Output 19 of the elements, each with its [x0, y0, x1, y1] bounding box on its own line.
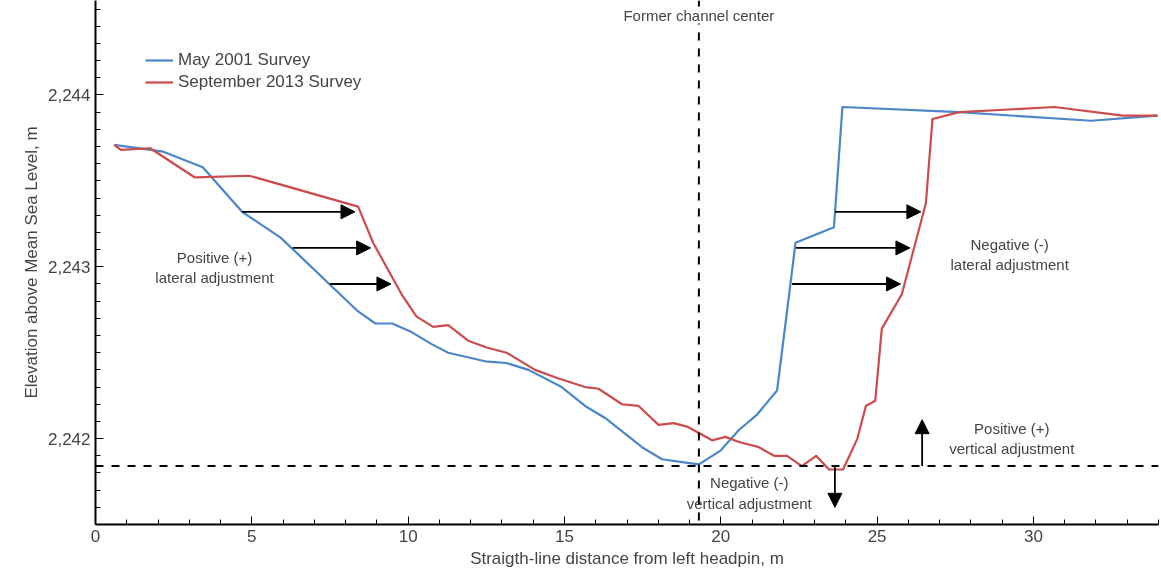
x-tick-label: 20	[711, 526, 731, 546]
annotation: Negative (-) vertical adjustment	[686, 474, 813, 512]
y-tick-label: 2,242	[47, 429, 91, 449]
x-tick-label: 25	[867, 526, 887, 546]
legend-label: May 2001 Survey	[178, 50, 311, 70]
legend-label: September 2013 Survey	[178, 72, 362, 92]
y-tick-label: 2,244	[47, 85, 91, 105]
ref-line-label: Former channel center	[623, 6, 775, 24]
annotation: Positive (+) lateral adjustment	[155, 249, 275, 287]
y-tick-label: 2,243	[47, 257, 91, 277]
annotation: Negative (-) lateral adjustment	[950, 235, 1070, 274]
x-tick-label: 15	[555, 526, 574, 546]
x-tick-label: 30	[1023, 526, 1043, 546]
x-tick-label: 10	[398, 526, 418, 546]
x-axis-title: Straigth-line distance from left headpin, m	[470, 548, 784, 568]
y-axis-title: Elevation above Mean Sea Level, m	[21, 126, 41, 399]
x-tick-label: 5	[247, 526, 257, 546]
x-tick-label: 0	[90, 526, 101, 546]
annotation: Positive (+) vertical adjustment	[949, 419, 1076, 458]
